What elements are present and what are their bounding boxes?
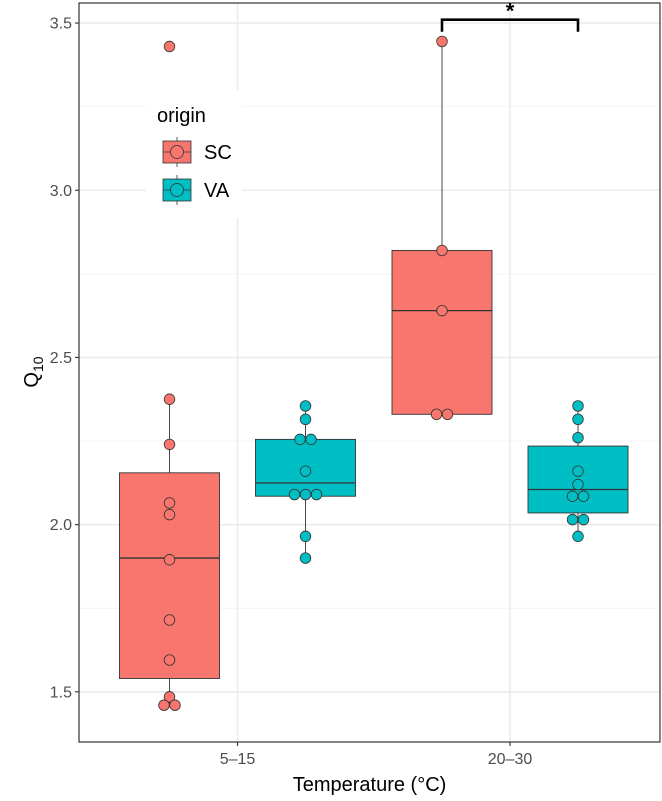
point-va-1-8 bbox=[577, 513, 590, 526]
point-sc-1-1 bbox=[436, 244, 448, 257]
significance-bracket-0 bbox=[440, 18, 580, 32]
y-axis-title: Q10 bbox=[21, 356, 46, 387]
point-va-1-2 bbox=[572, 432, 584, 444]
y-axis-title-base: Q bbox=[21, 372, 43, 388]
y-axis-title-subscript: 10 bbox=[30, 356, 46, 372]
point-va-1-9 bbox=[572, 530, 584, 543]
point-va-1-6 bbox=[577, 490, 590, 502]
significance-annotation: * bbox=[440, 0, 580, 32]
point-va-0-2 bbox=[294, 433, 306, 446]
point-va-0-9 bbox=[299, 552, 312, 564]
point-va-1-3 bbox=[572, 465, 584, 477]
point-va-0-1 bbox=[299, 413, 312, 426]
legend-background bbox=[146, 90, 242, 218]
legend-label-va: VA bbox=[204, 180, 230, 202]
point-sc-0-6 bbox=[163, 614, 176, 626]
grid bbox=[79, 3, 660, 742]
point-va-0-6 bbox=[299, 488, 312, 501]
point-sc-0-7 bbox=[163, 654, 176, 666]
significance-label-0: * bbox=[506, 0, 515, 24]
point-va-0-8 bbox=[299, 530, 312, 543]
point-va-1-5 bbox=[566, 490, 579, 502]
point-va-1-4 bbox=[572, 478, 584, 491]
point-sc-1-3 bbox=[430, 408, 443, 420]
legend-title: origin bbox=[157, 105, 206, 127]
point-sc-0-2 bbox=[163, 438, 176, 451]
point-va-1-7 bbox=[566, 513, 579, 526]
data-points bbox=[158, 35, 590, 711]
x-axis: 5–15 20–30 bbox=[220, 742, 533, 768]
point-sc-0-4 bbox=[163, 508, 176, 521]
x-tick-label-0: 5–15 bbox=[220, 751, 256, 768]
point-sc-0-9 bbox=[158, 699, 170, 711]
point-sc-0-10 bbox=[169, 699, 181, 711]
legend: origin SC VA bbox=[146, 90, 242, 218]
point-sc-0-0 bbox=[163, 40, 176, 53]
y-tick-label-3: 3.0 bbox=[50, 183, 72, 200]
point-va-0-7 bbox=[310, 488, 323, 501]
x-tick-label-1: 20–30 bbox=[488, 751, 533, 768]
point-sc-1-0 bbox=[436, 35, 448, 48]
point-va-1-1 bbox=[572, 413, 584, 426]
point-sc-1-2 bbox=[436, 304, 448, 317]
y-tick-label-2: 2.5 bbox=[50, 350, 72, 367]
y-tick-label-1: 2.0 bbox=[50, 517, 72, 534]
legend-label-sc: SC bbox=[204, 142, 232, 164]
point-va-0-0 bbox=[299, 400, 312, 412]
legend-key-sc-point bbox=[170, 145, 184, 159]
point-sc-1-4 bbox=[441, 408, 454, 420]
point-va-0-3 bbox=[305, 433, 317, 446]
legend-key-va bbox=[162, 175, 192, 205]
legend-key-va-point bbox=[170, 183, 184, 197]
point-va-0-4 bbox=[299, 465, 312, 477]
legend-key-sc bbox=[162, 137, 192, 167]
point-va-1-0 bbox=[572, 400, 584, 412]
box-sc-1 bbox=[391, 249, 493, 415]
plot-border bbox=[78, 2, 661, 743]
point-sc-0-5 bbox=[163, 554, 176, 566]
y-axis: 1.5 2.0 2.5 3.0 3.5 bbox=[50, 16, 79, 701]
point-sc-0-3 bbox=[163, 497, 176, 509]
point-sc-0-1 bbox=[163, 393, 176, 405]
x-axis-title: Temperature (°C) bbox=[293, 774, 447, 796]
y-tick-label-4: 3.5 bbox=[50, 16, 72, 33]
point-sc-0-8 bbox=[163, 691, 176, 703]
point-va-0-5 bbox=[288, 488, 301, 501]
y-tick-label-0: 1.5 bbox=[50, 684, 72, 701]
